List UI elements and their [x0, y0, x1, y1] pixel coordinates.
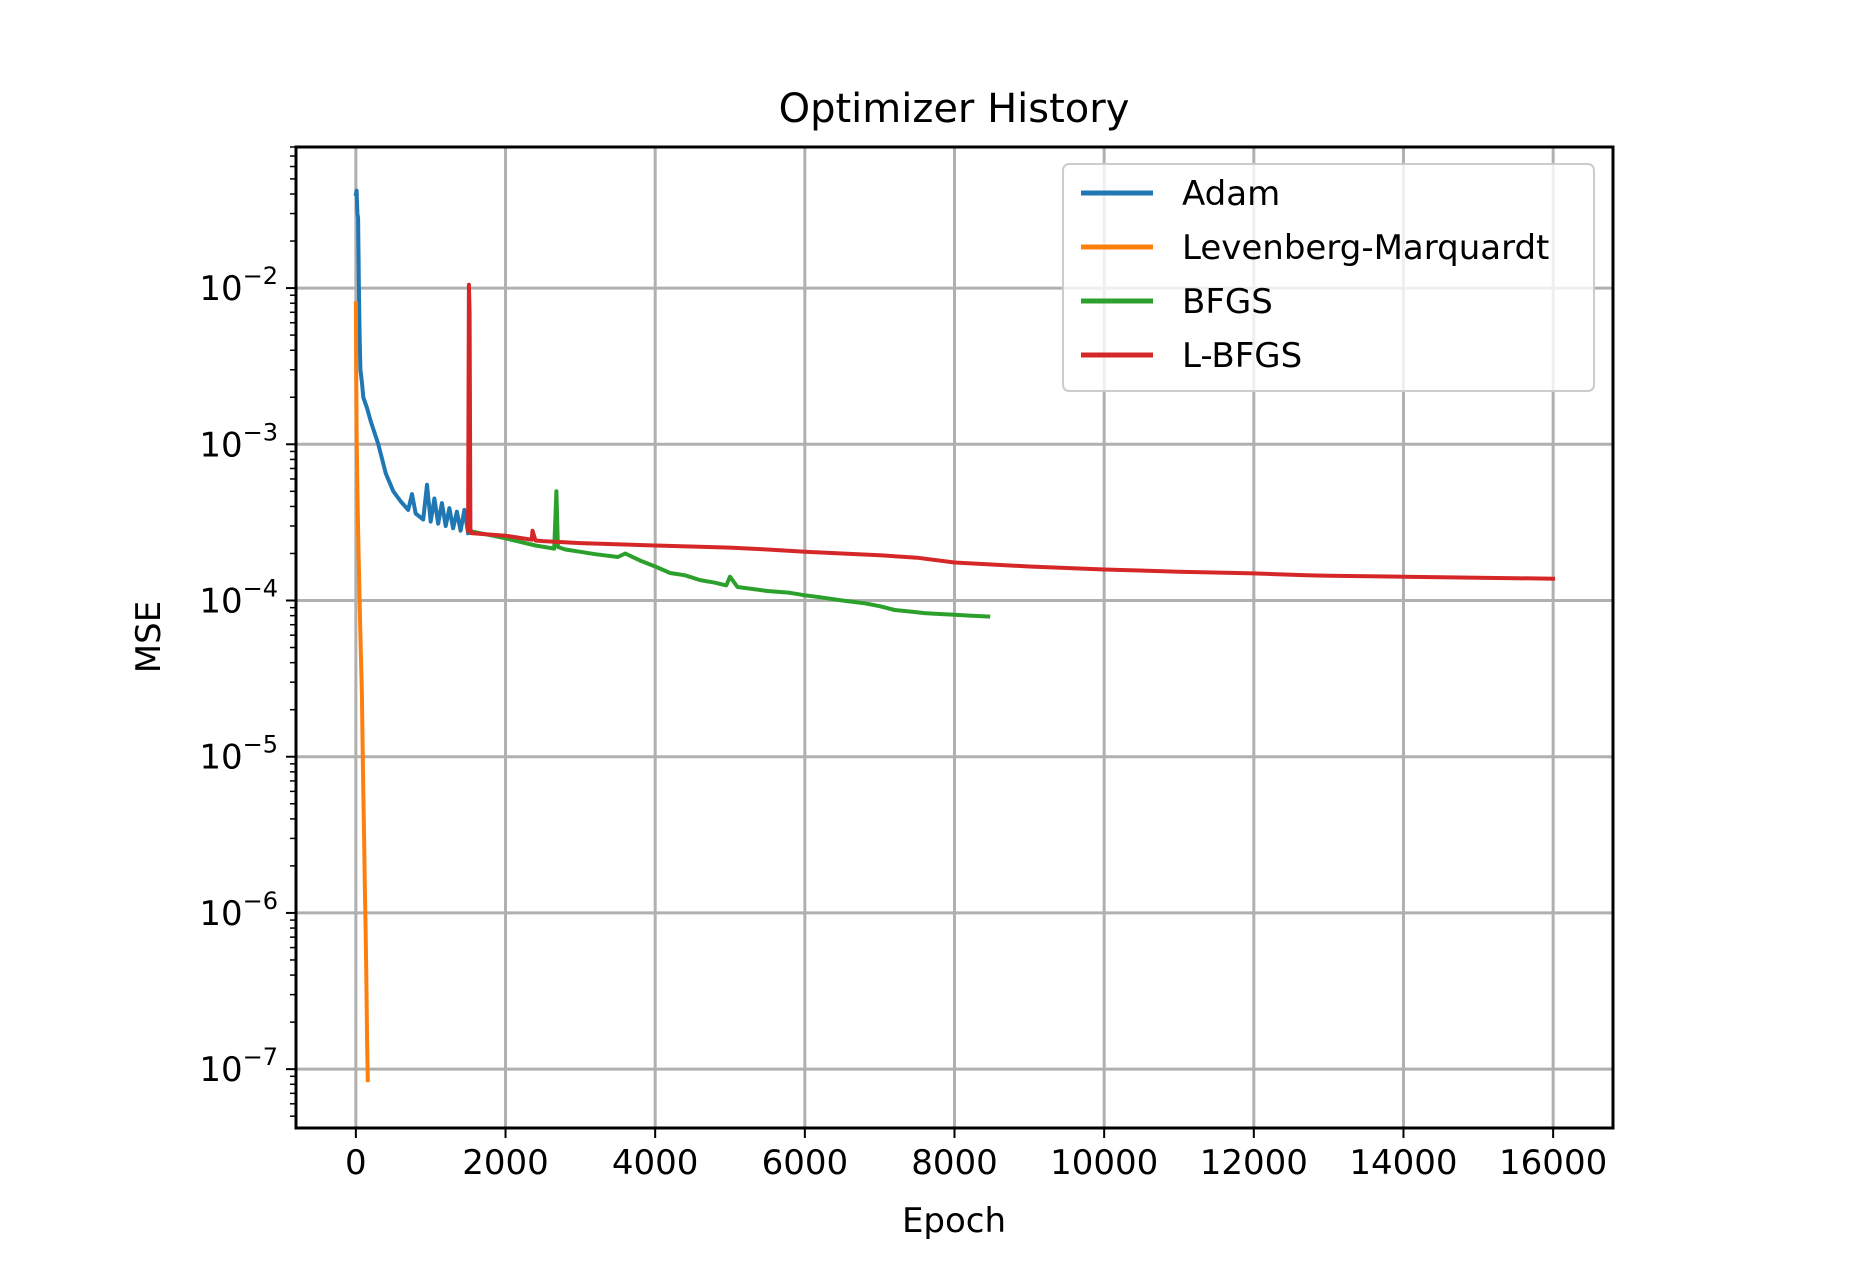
legend-frame: [1062, 163, 1595, 392]
legend-label: Levenberg-Marquardt: [1182, 228, 1549, 268]
x-tick-label: 16000: [1499, 1143, 1607, 1183]
x-axis-label: Epoch: [902, 1201, 1006, 1241]
legend-label: L-BFGS: [1182, 336, 1302, 376]
y-tick-label: 10−4: [199, 575, 278, 622]
x-tick-label: 0: [345, 1143, 367, 1183]
x-tick-label: 12000: [1200, 1143, 1308, 1183]
y-tick-label: 10−6: [199, 887, 278, 934]
x-tick-label: 6000: [762, 1143, 849, 1183]
x-axis-ticks: 0 2000 4000 6000 8000 10000 12000 14000 16000: [345, 1128, 1607, 1183]
y-axis-ticks: 10−2 10−3 10−4 10−5 10−6 10−7: [199, 262, 296, 1090]
legend-label: BFGS: [1182, 282, 1273, 322]
y-tick-label: 10−2: [199, 262, 278, 309]
y-tick-label: 10−7: [199, 1043, 278, 1090]
x-tick-label: 10000: [1050, 1143, 1158, 1183]
y-tick-label: 10−5: [199, 731, 278, 778]
legend: Adam Levenberg-Marquardt BFGS L-BFGS: [1062, 163, 1595, 392]
x-tick-label: 2000: [462, 1143, 549, 1183]
x-tick-label: 14000: [1349, 1143, 1457, 1183]
chart-title: Optimizer History: [779, 86, 1130, 132]
y-tick-label: 10−3: [199, 418, 278, 465]
series-lines: [353, 188, 1556, 1083]
x-tick-label: 8000: [911, 1143, 998, 1183]
series-line-l-bfgs: [466, 282, 1556, 581]
legend-entries: Adam Levenberg-Marquardt BFGS L-BFGS: [1081, 174, 1549, 376]
legend-label: Adam: [1182, 174, 1280, 214]
series-line-levenberg-marquardt: [353, 301, 370, 1083]
x-tick-label: 4000: [612, 1143, 699, 1183]
series-line-adam: [353, 188, 471, 536]
y-axis-label: MSE: [129, 601, 169, 673]
series-line-bfgs: [465, 489, 991, 619]
